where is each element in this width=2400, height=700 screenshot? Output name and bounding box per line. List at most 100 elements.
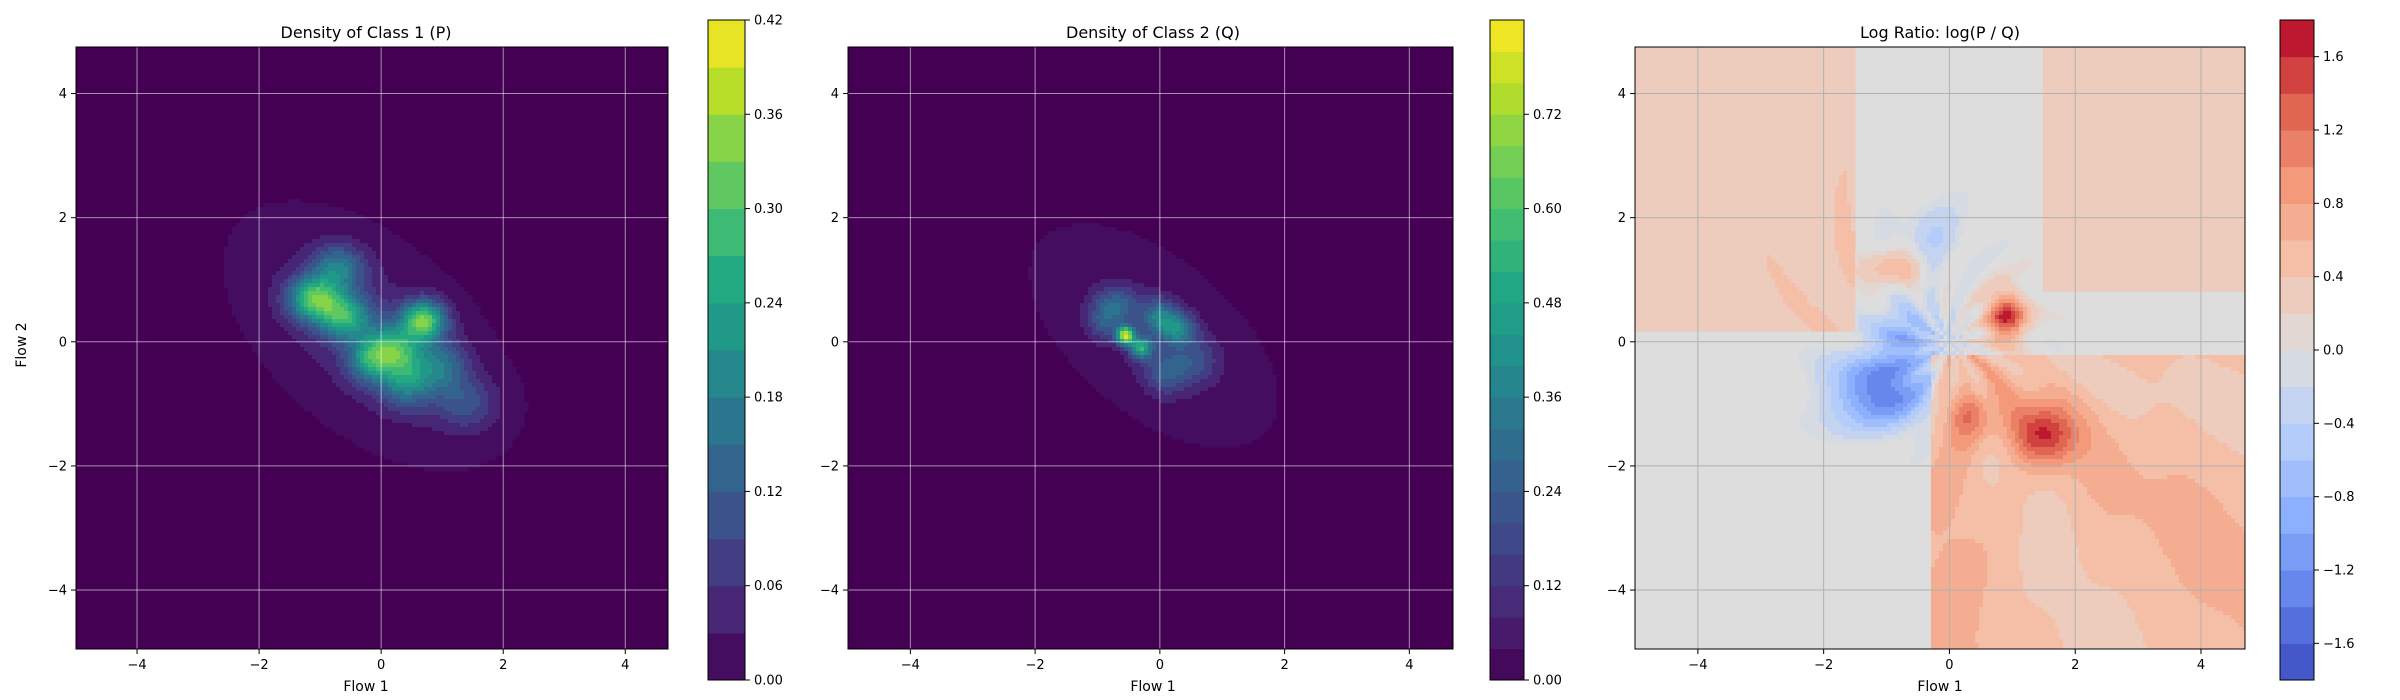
density-cell <box>504 447 509 452</box>
density-cell <box>1148 315 1153 320</box>
density-cell <box>384 243 389 248</box>
density-cell <box>396 379 401 384</box>
density-cell <box>1148 355 1153 360</box>
density-cell <box>1176 259 1181 264</box>
density-cell <box>320 327 325 332</box>
density-cell <box>360 363 365 368</box>
density-cell <box>360 303 365 308</box>
density-cell <box>312 275 317 280</box>
density-cell <box>428 355 433 360</box>
density-cell <box>324 295 329 300</box>
density-cell <box>508 367 513 372</box>
density-cell <box>480 419 485 424</box>
density-cell <box>448 319 453 324</box>
density-cell <box>388 351 393 356</box>
density-cell <box>1084 347 1089 352</box>
density-cell <box>324 387 329 392</box>
density-cell <box>316 323 321 328</box>
density-cell <box>380 383 385 388</box>
density-cell <box>516 407 521 412</box>
density-cell <box>324 419 329 424</box>
density-cell <box>272 275 277 280</box>
density-cell <box>1136 343 1141 348</box>
density-cell <box>416 287 421 292</box>
density-cell <box>300 367 305 372</box>
density-cell <box>436 335 441 340</box>
density-cell <box>320 403 325 408</box>
density-cell <box>1160 247 1165 252</box>
density-cell <box>440 315 445 320</box>
density-cell <box>284 223 289 228</box>
density-cell <box>292 375 297 380</box>
density-cell <box>472 423 477 428</box>
density-cell <box>304 219 309 224</box>
density-cell <box>240 319 245 324</box>
density-cell <box>312 291 317 296</box>
density-cell <box>464 291 469 296</box>
density-cell <box>352 375 357 380</box>
density-cell <box>496 351 501 356</box>
density-cell <box>496 395 501 400</box>
density-cell <box>360 291 365 296</box>
density-cell <box>408 279 413 284</box>
density-cell <box>344 435 349 440</box>
density-cell <box>476 463 481 468</box>
density-cell <box>400 363 405 368</box>
density-cell <box>392 291 397 296</box>
density-cell <box>1160 287 1165 292</box>
density-cell <box>344 243 349 248</box>
density-cell <box>516 387 521 392</box>
density-cell <box>436 295 441 300</box>
y-tick-label: −4 <box>48 584 67 599</box>
density-cell <box>356 287 361 292</box>
density-cell <box>440 275 445 280</box>
density-cell <box>332 319 337 324</box>
density-cell <box>1176 307 1181 312</box>
density-cell <box>1068 263 1073 268</box>
density-cell <box>252 267 257 272</box>
density-cell <box>332 307 337 312</box>
density-cell <box>1196 335 1201 340</box>
density-cell <box>292 207 297 212</box>
density-cell <box>1184 295 1189 300</box>
density-cell <box>488 375 493 380</box>
density-cell <box>348 383 353 388</box>
density-cell <box>396 447 401 452</box>
density-cell <box>1196 363 1201 368</box>
density-cell <box>1148 311 1153 316</box>
density-cell <box>320 291 325 296</box>
density-cell <box>348 323 353 328</box>
density-cell <box>416 343 421 348</box>
density-cell <box>276 223 281 228</box>
density-cell <box>468 407 473 412</box>
density-cell <box>408 255 413 260</box>
density-cell <box>296 327 301 332</box>
density-cell <box>360 359 365 364</box>
density-cell <box>328 299 333 304</box>
density-cell <box>1152 275 1157 280</box>
colorbar-tick-label: 0.06 <box>754 579 783 594</box>
density-cell <box>432 443 437 448</box>
density-cell <box>272 319 277 324</box>
density-cell <box>1112 351 1117 356</box>
density-cell <box>452 379 457 384</box>
density-cell <box>452 399 457 404</box>
density-cell <box>444 383 449 388</box>
density-cell <box>484 407 489 412</box>
density-cell <box>1160 303 1165 308</box>
density-cell <box>244 227 249 232</box>
density-cell <box>352 255 357 260</box>
density-cell <box>1204 283 1209 288</box>
density-cell <box>248 327 253 332</box>
density-cell <box>352 407 357 412</box>
density-cell <box>416 335 421 340</box>
density-cell <box>1116 343 1121 348</box>
density-cell <box>352 263 357 268</box>
density-cell <box>496 439 501 444</box>
density-cell <box>1068 323 1073 328</box>
density-cell <box>340 239 345 244</box>
density-cell <box>424 411 429 416</box>
density-cell <box>1168 311 1173 316</box>
density-cell <box>276 363 281 368</box>
density-cell <box>1204 343 1209 348</box>
